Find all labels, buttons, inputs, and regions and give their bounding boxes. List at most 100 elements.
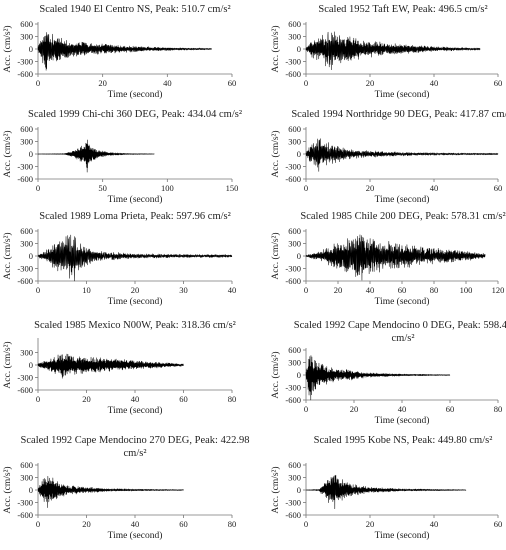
acceleration-trace [37, 32, 212, 71]
y-tick-label: 300 [288, 473, 301, 483]
y-tick-label: 0 [297, 149, 301, 159]
chart-title: cm/s² [124, 448, 147, 459]
x-tick-label: 0 [36, 394, 40, 404]
chart-title: Scaled 1995 Kobe NS, Peak: 449.80 cm/s² [314, 435, 493, 446]
x-tick-label: 60 [494, 183, 503, 193]
x-axis-label: Time (second) [108, 296, 163, 307]
acceleration-trace [305, 138, 499, 172]
y-tick-label: 300 [288, 239, 301, 249]
x-tick-label: 40 [131, 394, 140, 404]
y-tick-label: 0 [297, 44, 301, 54]
chart-panel: Scaled 1999 Chi-chi 360 DEG, Peak: 434.0… [2, 109, 242, 205]
x-tick-label: 20 [131, 285, 140, 295]
x-tick-label: 0 [304, 285, 308, 295]
y-tick-label: 0 [29, 44, 33, 54]
y-tick-label: -600 [17, 385, 33, 395]
y-tick-label: 600 [288, 19, 301, 29]
x-tick-label: 40 [366, 285, 375, 295]
x-axis-label: Time (second) [108, 194, 163, 205]
y-tick-label: -600 [285, 174, 301, 184]
acceleration-trace [37, 353, 184, 379]
y-axis-label: Acc. (cm/s²) [2, 232, 13, 279]
y-tick-label: -600 [285, 276, 301, 286]
y-tick-label: 300 [20, 137, 33, 147]
x-axis-label: Time (second) [375, 296, 430, 307]
x-tick-label: 50 [98, 183, 107, 193]
x-tick-label: 20 [98, 78, 107, 88]
chart-panel: Scaled 1952 Taft EW, Peak: 496.5 cm/s² 60… [270, 4, 502, 100]
x-axis-label: Time (second) [375, 415, 430, 426]
x-tick-label: 40 [430, 519, 439, 529]
y-tick-label: -300 [17, 57, 33, 67]
y-tick-label: -600 [285, 69, 301, 79]
x-axis-label: Time (second) [375, 194, 430, 205]
y-tick-label: 0 [29, 149, 33, 159]
y-tick-label: 300 [288, 358, 301, 368]
x-tick-label: 100 [460, 285, 473, 295]
y-tick-label: 600 [20, 19, 33, 29]
chart-panel: Scaled 1985 Mexico N00W, Peak: 318.36 cm… [2, 320, 236, 416]
y-axis-label: Acc. (cm/s²) [270, 466, 281, 513]
x-axis-label: Time (second) [375, 89, 430, 100]
x-tick-label: 40 [398, 404, 407, 414]
y-axis-label: Acc. (cm/s²) [2, 25, 13, 72]
y-tick-label: 0 [297, 370, 301, 380]
chart-panel: Scaled 1985 Chile 200 DEG, Peak: 578.31 … [270, 211, 506, 307]
chart-title: Scaled 1985 Mexico N00W, Peak: 318.36 cm… [34, 320, 236, 331]
y-axis-label: Acc. (cm/s²) [270, 351, 281, 398]
y-tick-label: 300 [288, 32, 301, 42]
y-tick-label: 300 [20, 239, 33, 249]
x-tick-label: 0 [304, 404, 308, 414]
y-axis-label: Acc. (cm/s²) [270, 130, 281, 177]
chart-title: Scaled 1985 Chile 200 DEG, Peak: 578.31 … [300, 211, 505, 222]
x-tick-label: 0 [36, 519, 40, 529]
chart-title: Scaled 1999 Chi-chi 360 DEG, Peak: 434.0… [28, 109, 242, 120]
x-axis-label: Time (second) [375, 530, 430, 541]
y-tick-label: 0 [297, 251, 301, 261]
chart-title: Scaled 1989 Loma Prieta, Peak: 597.96 cm… [39, 211, 231, 222]
x-tick-label: 0 [304, 78, 308, 88]
x-axis-label: Time (second) [108, 89, 163, 100]
y-axis-label: Acc. (cm/s²) [2, 130, 13, 177]
y-tick-label: 600 [20, 460, 33, 470]
x-tick-label: 10 [82, 285, 91, 295]
y-tick-label: -300 [285, 162, 301, 172]
x-tick-label: 80 [494, 404, 503, 414]
chart-title: cm/s² [392, 333, 415, 344]
chart-panel: Scaled 1992 Cape Mendocino 0 DEG, Peak: … [270, 320, 506, 426]
y-axis-label: Acc. (cm/s²) [270, 232, 281, 279]
x-tick-label: 40 [430, 78, 439, 88]
y-tick-label: -600 [17, 174, 33, 184]
y-tick-label: -300 [17, 373, 33, 383]
y-tick-label: 0 [297, 485, 301, 495]
acceleration-trace [37, 475, 184, 508]
acceleration-trace [305, 31, 481, 70]
x-tick-label: 80 [430, 285, 439, 295]
y-tick-label: -300 [285, 57, 301, 67]
x-tick-label: 120 [492, 285, 505, 295]
y-tick-label: 300 [20, 32, 33, 42]
x-tick-label: 40 [228, 285, 237, 295]
y-tick-label: 300 [20, 473, 33, 483]
x-axis-label: Time (second) [108, 530, 163, 541]
y-tick-label: 600 [20, 124, 33, 134]
x-tick-label: 20 [82, 394, 91, 404]
x-tick-label: 80 [228, 519, 237, 529]
y-axis-label: Acc. (cm/s²) [270, 25, 281, 72]
y-axis-label: Acc. (cm/s²) [2, 341, 13, 388]
x-tick-label: 0 [36, 285, 40, 295]
x-tick-label: 0 [36, 78, 40, 88]
y-tick-label: -300 [285, 383, 301, 393]
y-tick-label: 0 [29, 485, 33, 495]
acceleration-trace [37, 139, 155, 173]
y-tick-label: -300 [17, 264, 33, 274]
y-tick-label: 600 [288, 460, 301, 470]
y-axis-label: Acc. (cm/s²) [2, 466, 13, 513]
chart-panel: Scaled 1989 Loma Prieta, Peak: 597.96 cm… [2, 211, 236, 307]
x-tick-label: 80 [228, 394, 237, 404]
y-tick-label: -600 [17, 69, 33, 79]
y-tick-label: -300 [17, 162, 33, 172]
x-tick-label: 40 [131, 519, 140, 529]
y-tick-label: 300 [20, 348, 33, 358]
